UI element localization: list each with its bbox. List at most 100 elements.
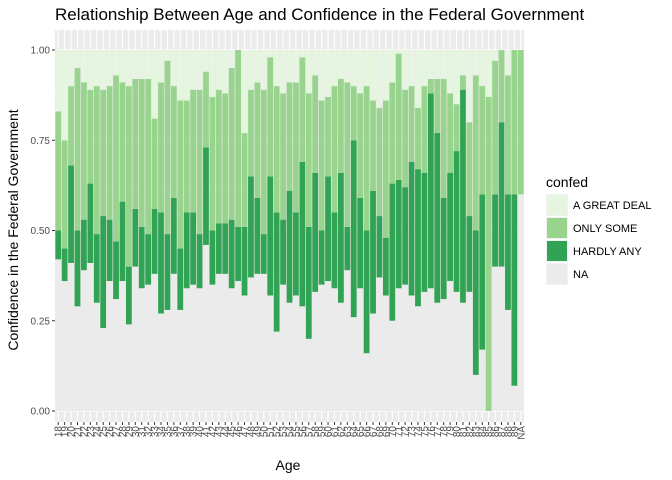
x-tick-label: 26 xyxy=(105,426,116,438)
bar-hardly-any-38 xyxy=(183,212,190,289)
x-tick-label: 80 xyxy=(452,426,463,438)
x-tick-label: 59 xyxy=(317,426,328,438)
x-tick-label: 77 xyxy=(433,426,444,438)
legend-title: confed xyxy=(546,174,588,190)
bar-only-some-19 xyxy=(61,140,68,249)
bar-na-86 xyxy=(492,266,498,411)
bar-na-66 xyxy=(363,353,370,411)
bar-hardly-any-32 xyxy=(145,234,152,285)
bar-a-great-deal-71 xyxy=(395,50,402,54)
bar-hardly-any-77 xyxy=(434,133,441,303)
bar-only-some-34 xyxy=(158,82,164,213)
bar-a-great-deal-54 xyxy=(286,50,293,83)
bar-only-some-31 xyxy=(138,78,145,227)
bar-na-40 xyxy=(196,288,203,411)
bar-only-some-51 xyxy=(267,57,274,177)
bar-na-38 xyxy=(183,288,190,411)
bar-hardly-any-83 xyxy=(472,230,479,375)
bar-a-great-deal-41 xyxy=(203,50,209,72)
bar-a-great-deal-63 xyxy=(344,50,351,83)
bar-only-some-87 xyxy=(498,50,505,123)
bar-a-great-deal-23 xyxy=(87,50,94,90)
bar-only-some-70 xyxy=(389,82,396,184)
bar-na-41 xyxy=(203,244,209,411)
bar-only-some-57 xyxy=(305,93,312,227)
x-tick-label: 40 xyxy=(195,426,206,438)
bar-na-30 xyxy=(132,266,139,411)
bar-na-65 xyxy=(357,288,364,411)
x-tick-label: 86 xyxy=(491,426,502,438)
bar-hardly-any-55 xyxy=(293,212,299,296)
x-tick-label: 22 xyxy=(79,426,90,438)
bar-hardly-any-33 xyxy=(151,208,158,274)
bar-only-some-41 xyxy=(203,71,209,148)
bar-a-great-deal-31 xyxy=(138,50,145,79)
bar-a-great-deal-57 xyxy=(305,50,312,94)
bar-hardly-any-81 xyxy=(460,89,466,303)
bar-na-80 xyxy=(453,291,460,411)
bar-na-42 xyxy=(209,284,216,411)
x-tick-label: 50 xyxy=(259,426,270,438)
bar-a-great-deal-44 xyxy=(222,50,229,94)
bar-na-79 xyxy=(447,281,454,411)
legend-label: HARDLY ANY xyxy=(573,246,642,258)
bar-hardly-any-34 xyxy=(158,212,164,314)
bar-hardly-any-20 xyxy=(68,165,74,263)
bar-hardly-any-84 xyxy=(479,194,486,350)
bar-na-NA xyxy=(517,194,524,411)
legend-label: A GREAT DEAL xyxy=(573,200,651,212)
bar-only-some-28 xyxy=(119,82,126,202)
x-tick-label: 19 xyxy=(60,426,71,438)
bar-a-great-deal-38 xyxy=(183,50,190,101)
bar-na-88 xyxy=(505,309,511,411)
bar-na-35 xyxy=(164,309,171,411)
x-tick-label: 69 xyxy=(381,426,392,438)
bar-a-great-deal-49 xyxy=(254,50,261,83)
x-tick-label: 53 xyxy=(279,426,290,438)
bar-na-45 xyxy=(228,288,235,411)
bar-a-great-deal-18 xyxy=(55,50,62,112)
bar-a-great-deal-47 xyxy=(241,50,248,134)
bar-na-37 xyxy=(177,309,184,411)
bar-a-great-deal-48 xyxy=(248,50,254,90)
bar-hardly-any-86 xyxy=(492,194,498,267)
bar-hardly-any-22 xyxy=(81,219,87,271)
bar-a-great-deal-67 xyxy=(370,50,376,101)
bar-na-62 xyxy=(338,302,344,411)
bar-only-some-83 xyxy=(472,75,479,231)
x-tick-label: 44 xyxy=(221,426,232,438)
bars xyxy=(55,50,524,412)
bar-only-some-20 xyxy=(68,86,74,166)
bar-a-great-deal-55 xyxy=(293,50,299,83)
bar-hardly-any-48 xyxy=(248,176,254,278)
bar-only-some-27 xyxy=(113,75,119,242)
bar-only-some-39 xyxy=(190,89,197,213)
bar-hardly-any-76 xyxy=(427,93,434,289)
legend-key-only-some xyxy=(547,218,567,238)
bar-only-some-72 xyxy=(402,89,409,188)
bar-a-great-deal-45 xyxy=(228,50,235,69)
bar-na-27 xyxy=(113,299,119,411)
bar-hardly-any-75 xyxy=(421,172,428,292)
x-tick-label: 23 xyxy=(86,426,97,438)
x-tick-label: 31 xyxy=(137,426,148,438)
bar-hardly-any-51 xyxy=(267,176,274,296)
y-axis-title: Confidence in the Federal Government xyxy=(5,109,21,350)
y-tick-label: 0.00 xyxy=(31,407,51,418)
x-tick-label: 60 xyxy=(324,426,335,438)
legend-label: ONLY SOME xyxy=(573,223,637,235)
bar-a-great-deal-42 xyxy=(209,50,216,97)
bar-only-some-67 xyxy=(370,100,376,191)
x-axis: 1819202122232425262728293031323334353637… xyxy=(54,422,527,440)
bar-a-great-deal-24 xyxy=(93,50,100,87)
bar-a-great-deal-27 xyxy=(113,50,119,76)
bar-hardly-any-66 xyxy=(363,230,370,354)
bar-hardly-any-19 xyxy=(61,248,68,282)
legend: confed A GREAT DEAL ONLY SOME HARDLY ANY NA xyxy=(546,174,651,285)
bar-na-87 xyxy=(498,266,505,411)
bar-a-great-deal-62 xyxy=(338,50,344,79)
bar-na-76 xyxy=(427,288,434,411)
x-tick-label: 87 xyxy=(497,426,508,438)
bar-hardly-any-70 xyxy=(389,183,396,321)
bar-only-some-65 xyxy=(357,93,364,199)
